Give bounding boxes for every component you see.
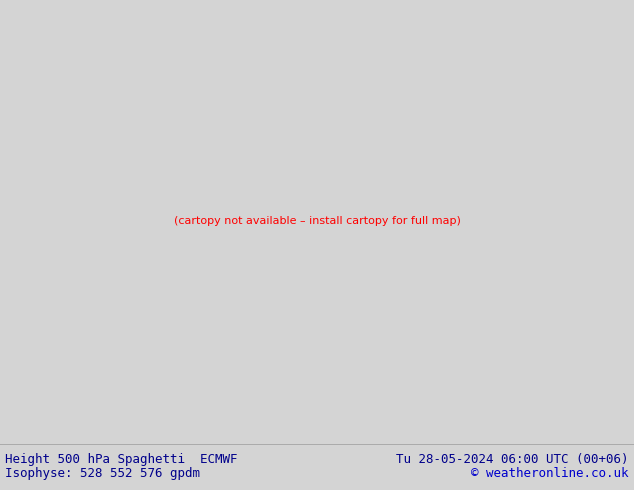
Text: Height 500 hPa Spaghetti  ECMWF: Height 500 hPa Spaghetti ECMWF (5, 453, 238, 466)
Text: Isophyse: 528 552 576 gpdm: Isophyse: 528 552 576 gpdm (5, 466, 200, 480)
Text: (cartopy not available – install cartopy for full map): (cartopy not available – install cartopy… (174, 217, 460, 226)
Text: © weatheronline.co.uk: © weatheronline.co.uk (472, 466, 629, 480)
Text: Tu 28-05-2024 06:00 UTC (00+06): Tu 28-05-2024 06:00 UTC (00+06) (396, 453, 629, 466)
